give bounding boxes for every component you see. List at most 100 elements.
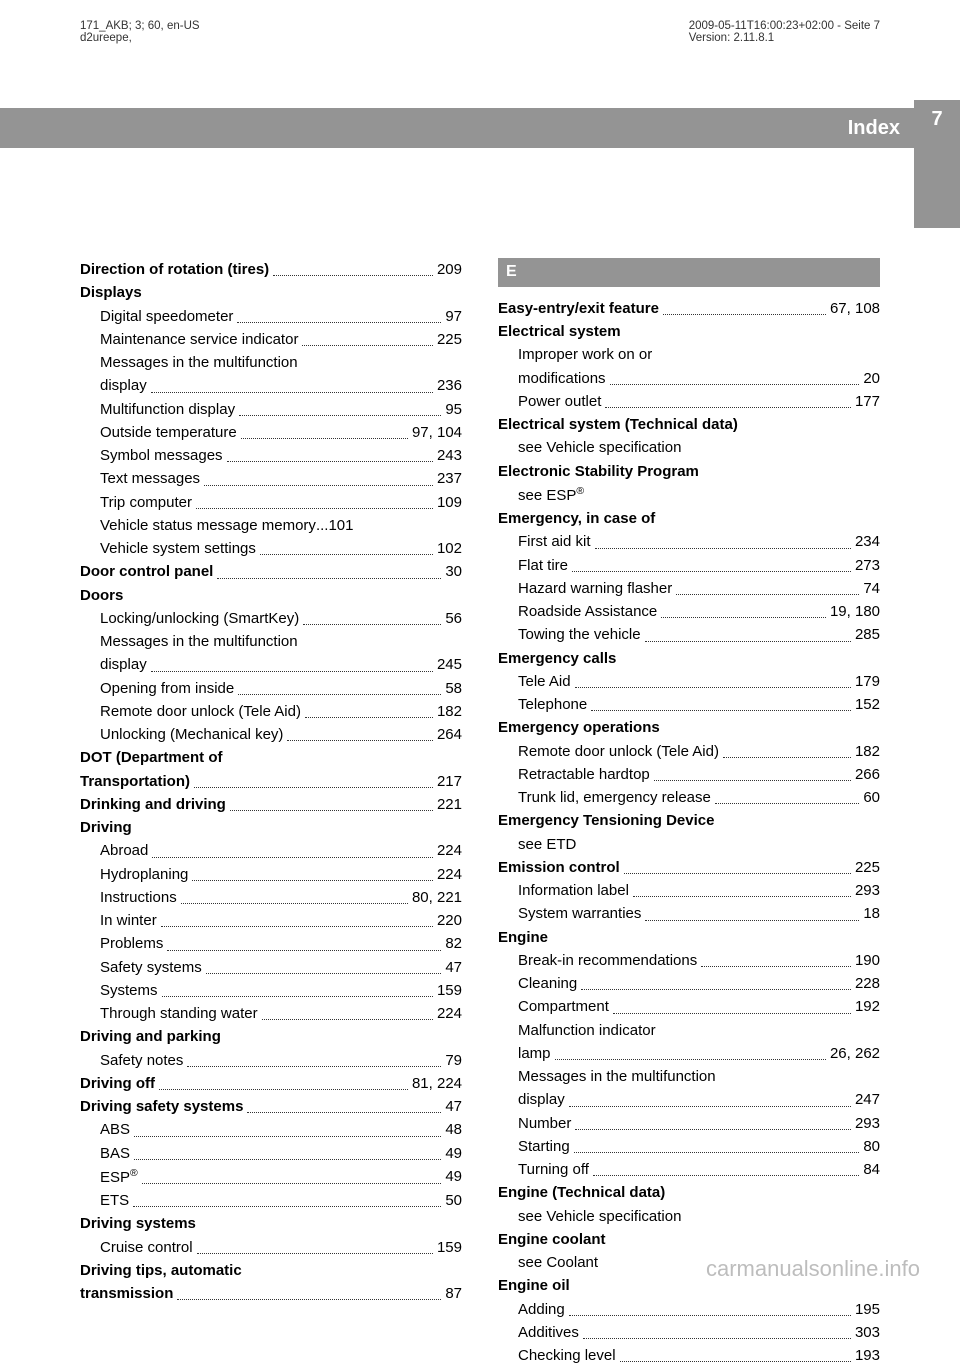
index-entry: Compartment192: [498, 995, 880, 1018]
index-entry: lamp26, 262: [498, 1042, 880, 1065]
index-see-ref: see Vehicle specification: [498, 436, 880, 459]
leader-dots: [194, 770, 433, 788]
index-entry-page: 19, 180: [830, 600, 880, 623]
index-entry-page: 182: [437, 700, 462, 723]
index-entry-page: 58: [445, 677, 462, 700]
index-entry-label: Adding: [518, 1298, 565, 1321]
index-entry-label: Cruise control: [100, 1236, 193, 1259]
meta-line: 171_AKB; 3; 60, en-US: [80, 20, 200, 32]
index-heading: Emergency Tensioning Device: [498, 809, 880, 832]
index-entry: Instructions80, 221: [80, 886, 462, 909]
leader-dots: [177, 1282, 441, 1300]
index-entry: Safety notes79: [80, 1049, 462, 1072]
index-entry: Locking/unlocking (SmartKey)56: [80, 607, 462, 630]
leader-dots: [159, 1072, 408, 1090]
leader-dots: [241, 421, 408, 439]
index-heading: Driving and parking: [80, 1025, 462, 1048]
index-entry: Number293: [498, 1112, 880, 1135]
leader-dots: [151, 653, 433, 671]
leader-dots: [715, 786, 859, 804]
index-heading: Driving: [80, 816, 462, 839]
index-entry-label: Compartment: [518, 995, 609, 1018]
leader-dots: [645, 623, 851, 641]
leader-dots: [260, 537, 433, 555]
index-entry-label: Direction of rotation (tires): [80, 258, 269, 281]
index-entry-page: 48: [445, 1118, 462, 1141]
index-heading: Emergency, in case of: [498, 507, 880, 530]
index-entry-page: 234: [855, 530, 880, 553]
index-text: Messages in the multifunction: [498, 1065, 880, 1088]
leader-dots: [610, 367, 860, 385]
index-heading: DOT (Department of: [80, 746, 462, 769]
leader-dots: [572, 554, 851, 572]
index-entry-label: Vehicle status message memory: [100, 514, 316, 537]
index-entry-label: Trip computer: [100, 491, 192, 514]
index-entry: Tele Aid179: [498, 670, 880, 693]
index-entry-page: 225: [855, 856, 880, 879]
index-entry-page: 195: [855, 1298, 880, 1321]
index-entry-label: Remote door unlock (Tele Aid): [518, 740, 719, 763]
index-entry-label: Outside temperature: [100, 421, 237, 444]
index-entry: Hydroplaning224: [80, 863, 462, 886]
index-entry: Transportation)217: [80, 770, 462, 793]
index-entry-page: 293: [855, 879, 880, 902]
index-entry-label: Tele Aid: [518, 670, 571, 693]
index-entry-label: Text messages: [100, 467, 200, 490]
index-entry-label: Checking level: [518, 1344, 616, 1367]
index-entry-label: Through standing water: [100, 1002, 258, 1025]
index-entry-label: Roadside Assistance: [518, 600, 657, 623]
index-text: Malfunction indicator: [498, 1019, 880, 1042]
index-entry: Unlocking (Mechanical key)264: [80, 723, 462, 746]
leader-dots: [613, 995, 851, 1013]
index-entry: Trip computer109: [80, 491, 462, 514]
leader-dots: [663, 297, 826, 315]
leader-dots: [575, 670, 851, 688]
leader-dots: [302, 328, 433, 346]
leader-dots: [247, 1095, 441, 1113]
index-entry-label: Systems: [100, 979, 158, 1002]
index-entry-page: 47: [445, 956, 462, 979]
index-entry-label: Transportation): [80, 770, 190, 793]
index-entry: display236: [80, 374, 462, 397]
index-entry: display245: [80, 653, 462, 676]
index-entry: Remote door unlock (Tele Aid)182: [80, 700, 462, 723]
index-entry-page: 159: [437, 1236, 462, 1259]
leader-dots: [676, 577, 859, 595]
meta-header: 171_AKB; 3; 60, en-US d2ureepe, 2009-05-…: [0, 0, 960, 52]
index-entry-label: Drinking and driving: [80, 793, 226, 816]
index-entry: Retractable hardtop266: [498, 763, 880, 786]
leader-dots: [593, 1158, 859, 1176]
leader-dots: [287, 723, 433, 741]
index-entry-page: 193: [855, 1344, 880, 1367]
index-entry: BAS49: [80, 1142, 462, 1165]
index-entry: Emission control225: [498, 856, 880, 879]
index-entry-page: 80: [863, 1135, 880, 1158]
index-entry: Multifunction display95: [80, 398, 462, 421]
index-entry-label: System warranties: [518, 902, 641, 925]
index-heading: Electronic Stability Program: [498, 460, 880, 483]
index-entry: System warranties18: [498, 902, 880, 925]
index-entry-label: Instructions: [100, 886, 177, 909]
index-entry: Maintenance service indicator225: [80, 328, 462, 351]
leader-dots: [701, 949, 851, 967]
index-text: Messages in the multifunction: [80, 630, 462, 653]
index-entry: Problems82: [80, 932, 462, 955]
index-entry: Opening from inside58: [80, 677, 462, 700]
index-entry: Symbol messages243: [80, 444, 462, 467]
index-heading: Driving systems: [80, 1212, 462, 1235]
index-entry: Door control panel30: [80, 560, 462, 583]
index-entry: Turning off84: [498, 1158, 880, 1181]
index-entry-page: 97, 104: [412, 421, 462, 444]
index-entry-label: Break-in recommendations: [518, 949, 697, 972]
leader-dots: [152, 839, 433, 857]
leader-dots: [162, 979, 433, 997]
index-entry: Driving off81, 224: [80, 1072, 462, 1095]
index-entry-page: 67, 108: [830, 297, 880, 320]
index-entry-label: Turning off: [518, 1158, 589, 1181]
index-entry-label: Power outlet: [518, 390, 601, 413]
leader-dots: [142, 1165, 442, 1184]
index-entry-page: 95: [445, 398, 462, 421]
index-entry-label: Locking/unlocking (SmartKey): [100, 607, 299, 630]
index-entry-page: 102: [437, 537, 462, 560]
index-entry-label: Safety systems: [100, 956, 202, 979]
